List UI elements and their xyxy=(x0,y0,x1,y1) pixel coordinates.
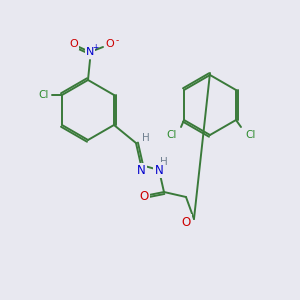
Text: O: O xyxy=(182,215,190,229)
Text: Cl: Cl xyxy=(167,130,177,140)
Text: -: - xyxy=(116,37,118,46)
Text: O: O xyxy=(106,39,114,49)
Text: Cl: Cl xyxy=(246,130,256,140)
Text: O: O xyxy=(70,39,78,49)
Text: O: O xyxy=(140,190,148,203)
Text: N: N xyxy=(154,164,164,176)
Text: +: + xyxy=(92,43,98,52)
Text: N: N xyxy=(136,164,146,178)
Text: H: H xyxy=(142,133,150,143)
Text: N: N xyxy=(86,47,94,57)
Text: Cl: Cl xyxy=(39,90,49,100)
Text: H: H xyxy=(160,157,168,167)
